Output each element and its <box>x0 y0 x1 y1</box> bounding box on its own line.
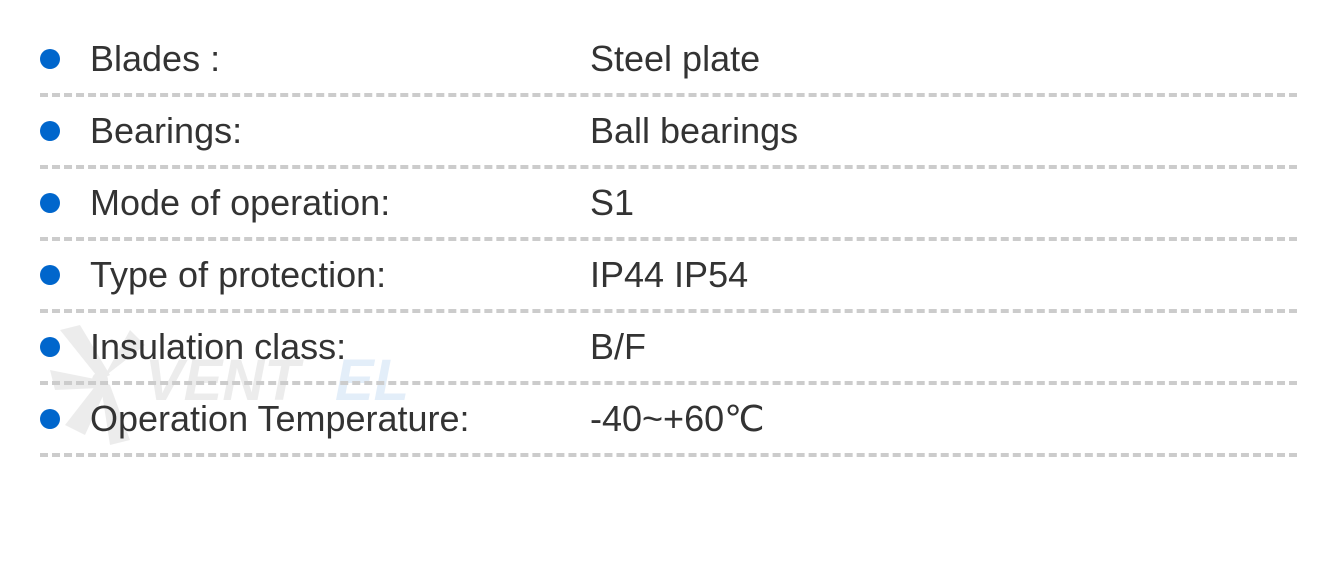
spec-row: Mode of operation: S1 <box>40 169 1297 241</box>
spec-label: Insulation class: <box>90 326 590 368</box>
spec-value: Steel plate <box>590 38 760 80</box>
spec-value: Ball bearings <box>590 110 798 152</box>
bullet-icon <box>40 121 60 141</box>
bullet-icon <box>40 409 60 429</box>
spec-row: Bearings: Ball bearings <box>40 97 1297 169</box>
spec-label: Blades : <box>90 38 590 80</box>
spec-value: B/F <box>590 326 646 368</box>
spec-list: Blades : Steel plate Bearings: Ball bear… <box>0 0 1337 457</box>
spec-label: Operation Temperature: <box>90 398 590 440</box>
spec-row: Insulation class: B/F <box>40 313 1297 385</box>
spec-label: Bearings: <box>90 110 590 152</box>
spec-label: Mode of operation: <box>90 182 590 224</box>
spec-value: IP44 IP54 <box>590 254 748 296</box>
spec-row: Type of protection: IP44 IP54 <box>40 241 1297 313</box>
spec-row: Blades : Steel plate <box>40 25 1297 97</box>
bullet-icon <box>40 193 60 213</box>
bullet-icon <box>40 337 60 357</box>
bullet-icon <box>40 265 60 285</box>
bullet-icon <box>40 49 60 69</box>
spec-value: S1 <box>590 182 634 224</box>
spec-label: Type of protection: <box>90 254 590 296</box>
spec-value: -40~+60℃ <box>590 398 765 440</box>
spec-row: Operation Temperature: -40~+60℃ <box>40 385 1297 457</box>
